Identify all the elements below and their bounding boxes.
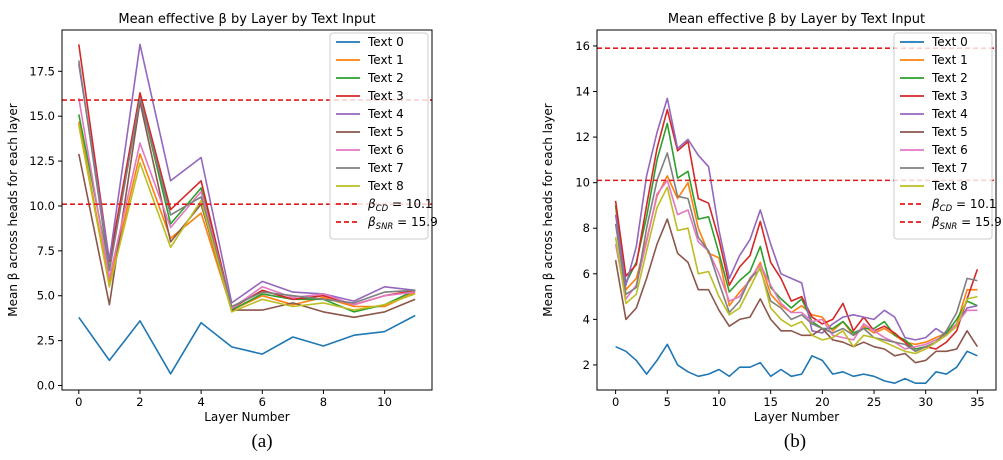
series-line-8 — [614, 186, 978, 355]
legend-label-4: Text 4 — [931, 107, 968, 121]
y-tick-label: 12.5 — [29, 154, 55, 168]
x-tick-label: 0 — [612, 395, 619, 409]
chart-title: Mean effective β by Layer by Text Input — [118, 12, 375, 27]
legend-label-2: Text 2 — [931, 71, 968, 85]
x-tick-label: 8 — [320, 395, 327, 409]
y-tick-label: 4 — [583, 312, 590, 326]
legend-label-5: Text 5 — [367, 125, 404, 139]
chart-title: Mean effective β by Layer by Text Input — [668, 12, 925, 27]
legend-label-ref-0: βCD = 10.1 — [367, 197, 433, 214]
x-tick-label: 5 — [664, 395, 671, 409]
series-line-5 — [614, 218, 979, 364]
legend-label-1: Text 1 — [931, 53, 968, 67]
series-line-7 — [614, 152, 978, 353]
legend-label-2: Text 2 — [367, 71, 404, 85]
y-tick-label: 14 — [575, 85, 590, 99]
x-tick-label: 10 — [377, 395, 392, 409]
y-tick-label: 7.5 — [37, 244, 55, 258]
x-tick-label: 30 — [918, 395, 933, 409]
series-line-8 — [78, 125, 416, 313]
legend-label-ref-0: βCD = 10.1 — [931, 197, 997, 214]
legend-label-0: Text 0 — [931, 35, 968, 49]
series-line-0 — [78, 314, 416, 375]
y-tick-label: 10.0 — [29, 199, 55, 213]
legend-label-3: Text 3 — [931, 89, 968, 103]
series-line-5 — [78, 101, 416, 319]
x-axis-label: Layer Number — [754, 410, 840, 424]
y-axis-label: Mean β across heads for each layer — [541, 103, 555, 317]
legend-label-4: Text 4 — [367, 107, 404, 121]
series-line-1 — [614, 175, 978, 346]
x-tick-label: 2 — [136, 395, 143, 409]
y-axis-label: Mean β across heads for each layer — [6, 103, 20, 317]
legend-label-3: Text 3 — [367, 89, 404, 103]
x-tick-label: 4 — [197, 395, 204, 409]
legend-label-8: Text 8 — [931, 179, 968, 193]
plot-frame — [596, 29, 997, 391]
y-tick-label: 8 — [583, 221, 590, 235]
x-tick-label: 35 — [970, 395, 985, 409]
series-line-0 — [615, 343, 978, 385]
legend-box — [893, 32, 993, 240]
series-line-4 — [78, 43, 416, 304]
y-tick-label: 17.5 — [29, 64, 55, 78]
series-line-2 — [614, 122, 978, 350]
y-tick-label: 16 — [575, 39, 590, 53]
legend-label-ref-1: βSNR = 15.9 — [931, 215, 1002, 232]
legend-label-8: Text 8 — [367, 179, 404, 193]
plot-frame — [61, 29, 433, 391]
series-line-7 — [78, 60, 416, 308]
x-tick-label: 20 — [815, 395, 830, 409]
legend-label-5: Text 5 — [931, 125, 968, 139]
y-tick-label: 10 — [575, 176, 590, 190]
legend-label-6: Text 6 — [367, 143, 404, 157]
legend-label-0: Text 0 — [367, 35, 404, 49]
legend-label-7: Text 7 — [931, 161, 968, 175]
figure-caption: (a) — [251, 431, 272, 452]
y-tick-label: 15.0 — [29, 109, 55, 123]
legend-label-ref-1: βSNR = 15.9 — [367, 215, 438, 232]
legend-label-6: Text 6 — [931, 143, 968, 157]
y-tick-label: 6 — [583, 267, 590, 281]
y-tick-label: 0.0 — [37, 379, 55, 393]
legend-box — [329, 32, 429, 240]
legend-label-7: Text 7 — [367, 161, 404, 175]
x-tick-label: 6 — [259, 395, 266, 409]
y-tick-label: 2.5 — [37, 334, 55, 348]
x-axis-label: Layer Number — [204, 410, 290, 424]
x-tick-label: 10 — [712, 395, 727, 409]
series-line-4 — [614, 97, 978, 341]
y-tick-label: 12 — [575, 130, 590, 144]
x-tick-label: 15 — [763, 395, 778, 409]
series-line-6 — [78, 98, 416, 310]
series-line-6 — [614, 179, 978, 350]
legend-label-1: Text 1 — [367, 53, 404, 67]
x-tick-label: 0 — [75, 395, 82, 409]
x-tick-label: 25 — [867, 395, 882, 409]
y-tick-label: 2 — [583, 358, 590, 372]
y-tick-label: 5.0 — [37, 289, 55, 303]
figure-caption: (b) — [784, 431, 806, 452]
